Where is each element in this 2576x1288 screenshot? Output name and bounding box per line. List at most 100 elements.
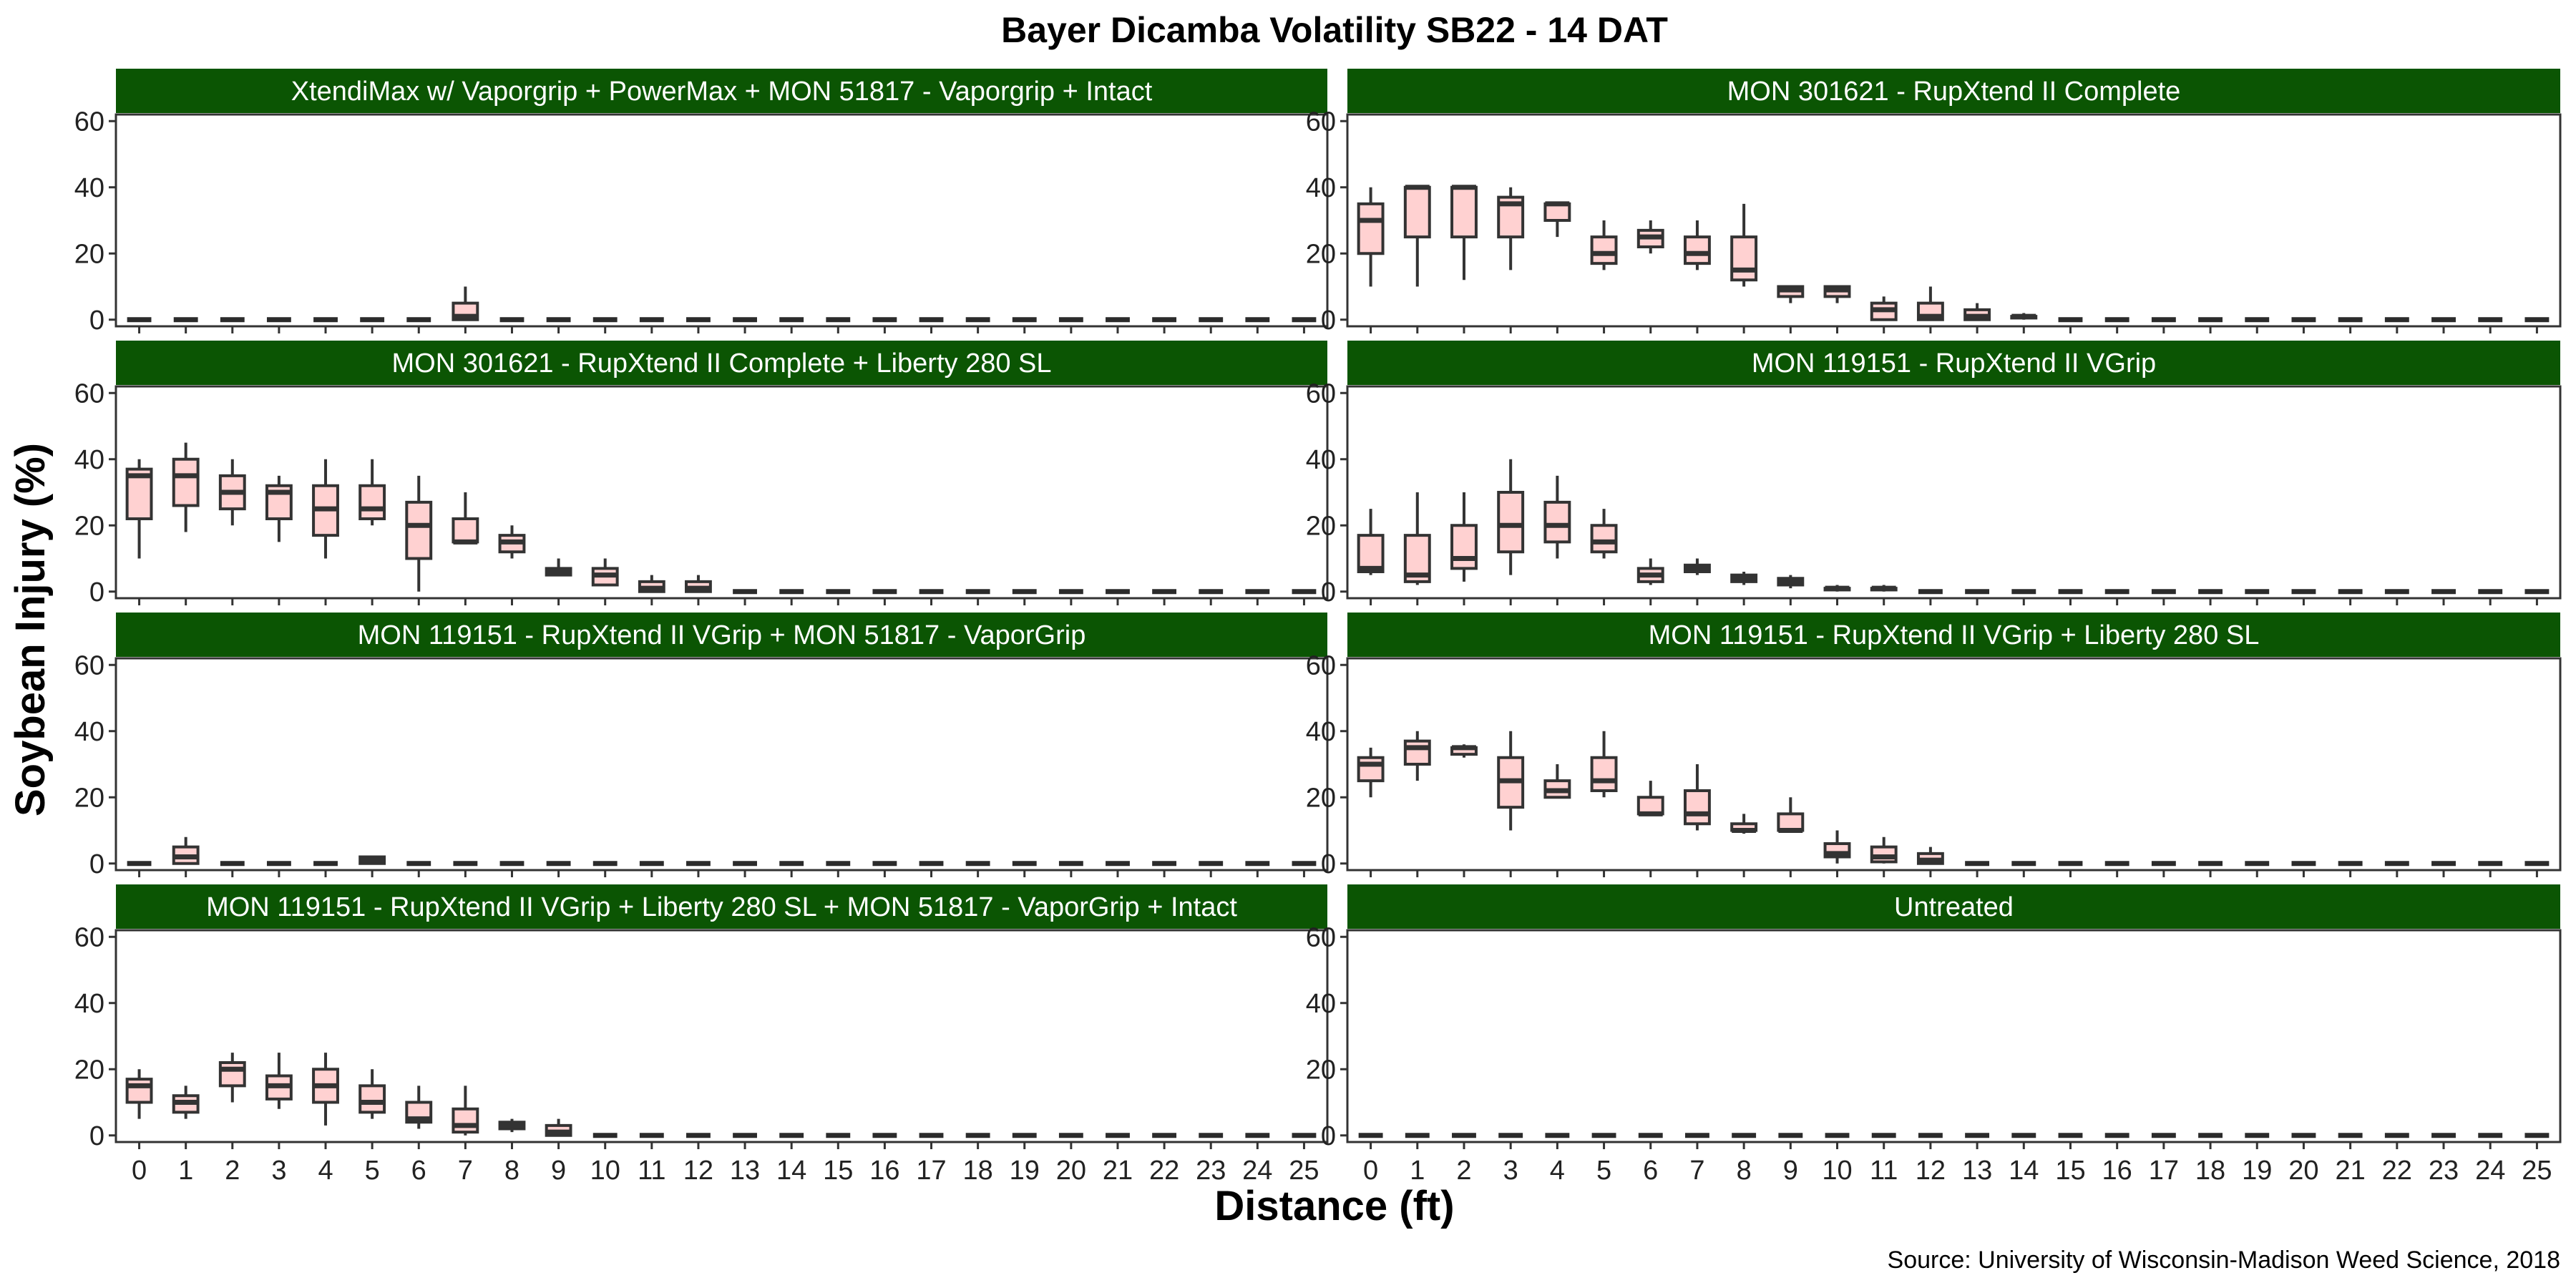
boxplot (1636, 220, 1664, 254)
boxplot (1870, 296, 1898, 321)
y-tick-label: 0 (1321, 306, 1336, 336)
x-tick-label: 5 (365, 1156, 380, 1186)
x-tick-label: 3 (1503, 1156, 1518, 1186)
x-tick-label: 12 (1916, 1156, 1946, 1186)
x-tick-label: 25 (1289, 1156, 1319, 1186)
x-tick-label: 14 (2009, 1156, 2039, 1186)
boxplot (1357, 187, 1385, 287)
y-tick-label: 20 (1306, 511, 1336, 541)
facet-strip-label: MON 119151 - RupXtend II VGrip + Liberty… (206, 892, 1237, 922)
x-tick-label: 24 (1242, 1156, 1272, 1186)
x-tick-label: 8 (1737, 1156, 1752, 1186)
x-tick-label: 13 (730, 1156, 760, 1186)
facet-panels: XtendiMax w/ Vaporgrip + PowerMax + MON … (74, 69, 2562, 1186)
x-tick-label: 4 (1550, 1156, 1565, 1186)
source-caption: Source: University of Wisconsin-Madison … (1888, 1246, 2560, 1274)
box-iqr (1590, 235, 1618, 265)
panel-border (114, 113, 1329, 328)
boxplot (1963, 303, 1991, 321)
boxplot (1683, 558, 1711, 575)
x-tick-label: 17 (2149, 1156, 2179, 1186)
y-tick-label: 40 (74, 445, 104, 475)
boxplot (1870, 836, 1898, 864)
facet-panel: MON 119151 - RupXtend II VGrip 0 20 40 60 (1306, 341, 2562, 608)
x-tick-label: 19 (1010, 1156, 1040, 1186)
box-iqr (1403, 739, 1431, 766)
boxplot (1777, 575, 1805, 589)
panel-border (1346, 385, 2562, 600)
panel-border (1346, 929, 2562, 1143)
boxplot (1357, 509, 1385, 575)
boxplot (545, 558, 572, 577)
box-iqr (1450, 524, 1478, 570)
x-tick-label: 22 (1149, 1156, 1179, 1186)
box-iqr (218, 1061, 246, 1088)
x-tick-label: 10 (1822, 1156, 1852, 1186)
x-tick-label: 11 (1870, 1156, 1898, 1186)
x-tick-label: 16 (2102, 1156, 2132, 1186)
x-tick-label: 7 (458, 1156, 473, 1186)
x-tick-label: 8 (504, 1156, 519, 1186)
facet-strip-label: XtendiMax w/ Vaporgrip + PowerMax + MON … (291, 77, 1153, 107)
boxplot (358, 459, 386, 526)
boxplot (452, 1085, 479, 1136)
box-iqr (1683, 789, 1711, 826)
boxplot (1403, 731, 1431, 781)
boxplot (452, 492, 479, 545)
y-tick-label: 40 (1306, 989, 1336, 1019)
facet-strip-label: MON 119151 - RupXtend II VGrip + Liberty… (1649, 620, 2260, 650)
y-tick-label: 0 (89, 1121, 104, 1151)
boxplot (358, 1069, 386, 1119)
box-iqr (1590, 756, 1618, 792)
boxplot (1543, 764, 1571, 799)
boxplot (218, 1053, 246, 1103)
boxplot (685, 575, 712, 593)
x-tick-label: 6 (411, 1156, 426, 1186)
boxplot (1683, 764, 1711, 831)
boxplot (498, 525, 526, 559)
boxplot (125, 459, 153, 559)
facet-strip-label: MON 301621 - RupXtend II Complete (1727, 77, 2181, 107)
y-tick-label: 40 (1306, 717, 1336, 747)
x-tick-label: 20 (2288, 1156, 2318, 1186)
boxplot (312, 459, 339, 559)
chart-title: Bayer Dicamba Volatility SB22 - 14 DAT (1001, 10, 1668, 50)
y-axis-title: Soybean Injury (%) (7, 443, 54, 816)
x-tick-label: 19 (2242, 1156, 2272, 1186)
box-iqr (125, 1078, 153, 1104)
x-tick-label: 0 (1363, 1156, 1378, 1186)
boxplot (1590, 509, 1618, 559)
x-tick-label: 9 (551, 1156, 566, 1186)
boxplot (1730, 572, 1758, 585)
y-tick-label: 40 (74, 717, 104, 747)
box-iqr (1730, 235, 1758, 282)
box-iqr (452, 517, 479, 544)
facet-panel: MON 119151 - RupXtend II VGrip + Liberty… (74, 884, 1329, 1186)
facet-strip-label: Untreated (1894, 892, 2014, 922)
x-tick-label: 24 (2475, 1156, 2505, 1186)
x-tick-label: 18 (2195, 1156, 2225, 1186)
facet-strip (1347, 884, 2560, 929)
x-tick-label: 25 (2522, 1156, 2552, 1186)
boxplot (218, 459, 246, 526)
facet-panel: XtendiMax w/ Vaporgrip + PowerMax + MON … (74, 69, 1329, 336)
x-tick-label: 10 (590, 1156, 620, 1186)
x-tick-label: 20 (1056, 1156, 1086, 1186)
x-tick-label: 3 (271, 1156, 286, 1186)
y-tick-label: 40 (1306, 173, 1336, 203)
x-tick-label: 11 (638, 1156, 665, 1186)
boxplot (1823, 585, 1851, 592)
x-tick-label: 4 (318, 1156, 333, 1186)
box-iqr (1590, 524, 1618, 554)
y-tick-label: 40 (74, 173, 104, 203)
facet-strip (1347, 341, 2560, 385)
box-iqr (405, 500, 433, 560)
boxplot (1916, 847, 1944, 865)
y-tick-label: 20 (74, 783, 104, 813)
x-tick-label: 15 (2055, 1156, 2085, 1186)
boxplot (405, 475, 433, 592)
box-iqr (1357, 756, 1385, 783)
boxplot (1497, 459, 1525, 575)
boxplot (172, 836, 200, 865)
